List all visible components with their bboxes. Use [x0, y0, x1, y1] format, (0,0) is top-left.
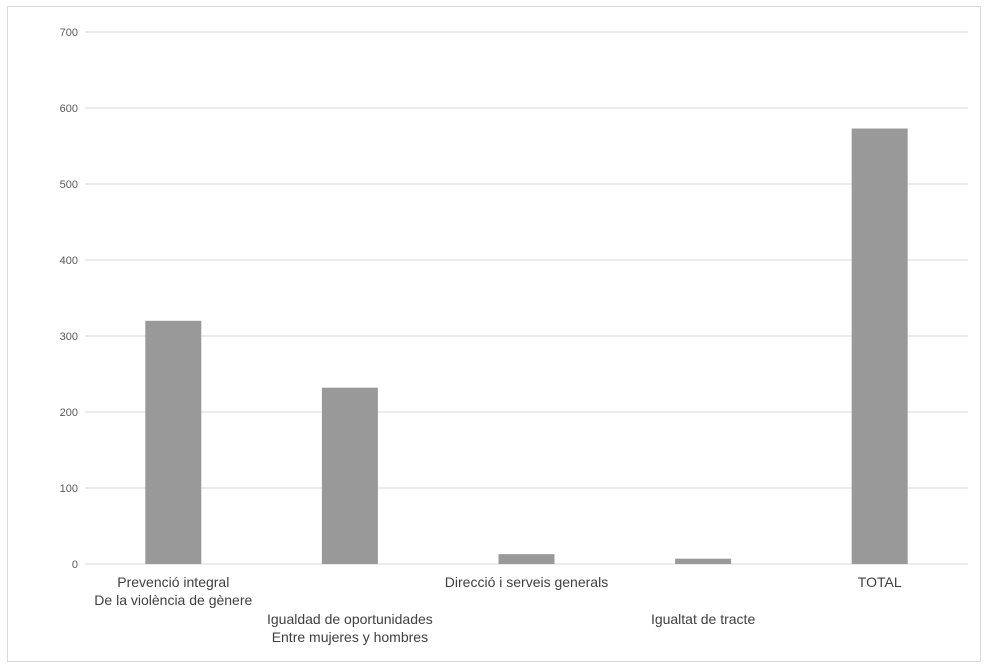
- bar: [851, 128, 908, 564]
- x-category-label: Igualdad de oportunidades: [267, 611, 433, 627]
- y-tick-label: 100: [60, 483, 78, 495]
- bars: [145, 128, 908, 564]
- x-category-label: Igualtat de tracte: [651, 611, 756, 627]
- bar: [321, 387, 378, 564]
- y-tick-label: 600: [60, 103, 78, 115]
- x-category-label: Entre mujeres y hombres: [272, 629, 428, 645]
- y-tick-label: 400: [60, 255, 78, 267]
- y-tick-label: 500: [60, 179, 78, 191]
- x-category-label: TOTAL: [858, 574, 902, 590]
- bar: [675, 558, 732, 564]
- x-category-label: Direcció i serveis generals: [445, 574, 608, 590]
- y-tick-label: 300: [60, 331, 78, 343]
- bar: [498, 554, 555, 564]
- x-axis-labels: Prevenció integral De la violència de gèn…: [94, 574, 902, 645]
- bar: [145, 320, 202, 564]
- x-category-label: Prevenció integral: [117, 574, 229, 590]
- y-axis-ticks: 0 100 200 300 400 500 600 700: [60, 27, 78, 571]
- x-category-label: De la violència de gènere: [94, 592, 252, 608]
- y-tick-label: 200: [60, 407, 78, 419]
- y-tick-label: 700: [60, 27, 78, 39]
- y-tick-label: 0: [72, 559, 78, 571]
- gridlines: [85, 31, 968, 565]
